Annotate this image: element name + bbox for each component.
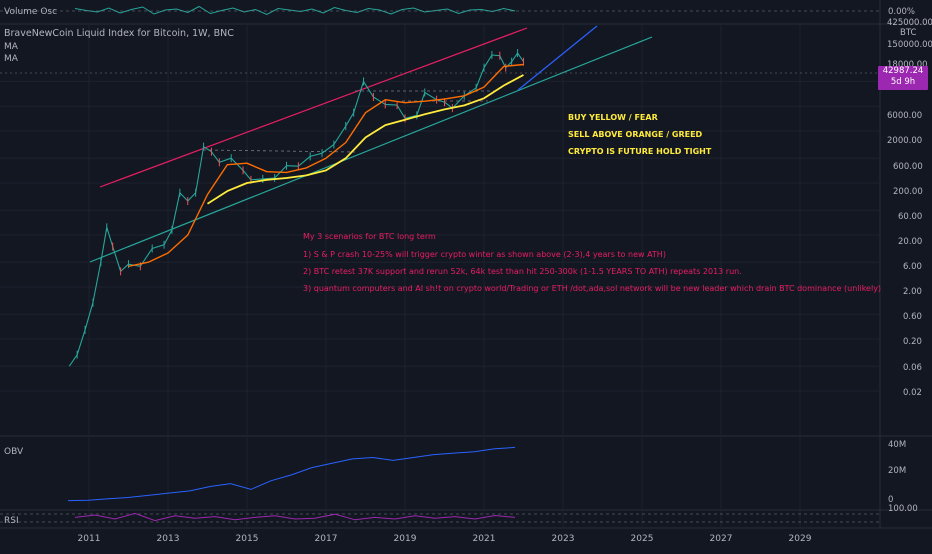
annotation-sell-orange: SELL ABOVE ORANGE / GREED	[568, 130, 703, 139]
symbol-title: BraveNewCoin Liquid Index for Bitcoin, 1…	[4, 28, 234, 39]
obv-tick: 40M	[888, 440, 907, 450]
y-unit-label: BTC	[900, 28, 917, 38]
x-tick-label: 2013	[156, 534, 180, 544]
obv-tick: 0	[888, 495, 894, 505]
y-tick-label: 150000.00	[887, 40, 932, 50]
y-tick-label: 600.00	[893, 162, 923, 172]
projection-line	[517, 25, 598, 91]
annotation-buy-yellow: BUY YELLOW / FEAR	[568, 113, 658, 122]
obv-label: OBV	[4, 447, 24, 457]
ma-legend-1: MA	[4, 42, 18, 52]
y-tick-label: 2.00	[903, 287, 922, 297]
y-tick-label: 60.00	[898, 212, 923, 222]
x-tick-label: 2015	[235, 534, 259, 544]
ma-yellow-line	[207, 74, 524, 205]
y-tick-label: 18000.00	[887, 60, 928, 70]
y-tick-label: 2000.00	[887, 136, 923, 146]
x-tick-label: 2021	[472, 534, 496, 544]
y-tick-label: 0.02	[903, 388, 922, 398]
scenario-3: 3) quantum computers and AI sh!t on cryp…	[303, 284, 882, 293]
y-tick-label: 20.00	[898, 237, 923, 247]
y-tick-label: 0.20	[903, 337, 922, 347]
x-tick-label: 2027	[709, 534, 733, 544]
scenario-title: My 3 scenarios for BTC long term	[303, 232, 436, 241]
volume-osc-line	[74, 5, 516, 16]
x-tick-label: 2019	[393, 534, 417, 544]
x-tick-label: 2025	[630, 534, 654, 544]
ath-dashed-line	[202, 149, 356, 153]
x-tick-label: 2023	[551, 534, 575, 544]
rsi-tick: 100.00	[888, 504, 918, 514]
x-tick-label: 2029	[788, 534, 812, 544]
y-tick-label: 0.06	[903, 363, 922, 373]
x-tick-label: 2011	[77, 534, 101, 544]
ma-orange-line	[128, 63, 524, 267]
rsi-label: RSI	[4, 516, 19, 526]
volume-osc-label: Volume Osc	[4, 7, 58, 17]
rsi-line	[74, 512, 516, 522]
current-price: 42987.24	[882, 66, 924, 76]
y-tick-label: 6000.00	[887, 111, 923, 121]
ma-legend-2: MA	[4, 54, 18, 64]
current-price-badge: 42987.24 5d 9h	[878, 66, 928, 90]
annotation-hold: CRYPTO IS FUTURE HOLD TIGHT	[568, 147, 712, 156]
scenario-1: 1) S & P crash 10-25% will trigger crypt…	[303, 250, 666, 259]
channel-bottom-line	[89, 36, 653, 263]
obv-tick: 20M	[888, 466, 907, 476]
y-tick-label: 6.00	[903, 262, 922, 272]
channel-top-line	[99, 27, 528, 188]
y-tick-label: 0.60	[903, 312, 922, 322]
volume-osc-tick: 0.00%	[888, 7, 916, 17]
y-tick-label: 425000.00	[887, 18, 932, 28]
price-series	[68, 52, 524, 367]
bar-countdown: 5d 9h	[890, 77, 916, 87]
y-tick-label: 200.00	[893, 187, 923, 197]
x-tick-label: 2017	[314, 534, 338, 544]
obv-line	[67, 446, 516, 502]
scenario-2: 2) BTC retest 37K support and rerun 52k,…	[303, 267, 742, 276]
